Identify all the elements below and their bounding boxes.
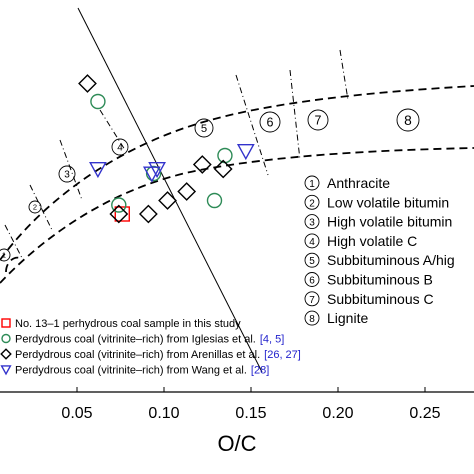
legend-entry: Perdydrous coal (vitrinite–rich) from Ig…: [15, 334, 284, 346]
rank-marker-circle: [58, 165, 76, 183]
rank-boundary-line: [235, 74, 269, 176]
data-point-diamond: [213, 159, 233, 179]
data-point-circle: [206, 192, 223, 209]
legend-reference: [28]: [251, 365, 269, 377]
legend-marker-circle: [1, 333, 11, 344]
legend: No. 13–1 perhydrous coal sample in this …: [0, 318, 301, 377]
rank-marker-circle: [307, 109, 329, 131]
rank-boundary-line: [99, 109, 126, 151]
data-point-triangle-down: [236, 143, 255, 161]
data-point-triangle-down: [89, 161, 107, 179]
rank-list-label: Subbituminous C: [327, 291, 434, 307]
rank-marker-circle: [259, 111, 281, 133]
rank-list-number: 5: [309, 256, 315, 267]
rank-list-number: 3: [309, 218, 315, 229]
rank-marker-number: 7: [315, 114, 322, 128]
data-point-diamond: [158, 191, 177, 210]
legend-marker-diamond: [0, 348, 12, 360]
x-axis: 0.05 0.10 0.15 0.20 0.25: [0, 387, 474, 422]
rank-marker-number: 8: [404, 113, 412, 128]
rank-list-circle: [304, 252, 320, 268]
rank-list-label: Subbituminous A/hig: [327, 252, 455, 268]
boundary-curve: [0, 85, 474, 261]
rank-list-number: 4: [309, 237, 315, 248]
rank-marker-number: 6: [267, 116, 274, 130]
rank-list-circle: [304, 310, 320, 326]
rank-list-number: 7: [309, 295, 315, 306]
legend-marker-square: [1, 318, 11, 328]
rank-marker-number: 4: [117, 143, 123, 154]
rank-list-circle: [304, 272, 320, 287]
rank-list-label: Lignite: [327, 310, 368, 326]
x-tick-label: 0.20: [322, 405, 353, 422]
rank-list-circle: [304, 175, 320, 191]
rank-boundary-line: [4, 224, 23, 259]
data-point-diamond: [78, 74, 97, 93]
rank-markers: 1 2 3 4 5 6 7 8: [0, 108, 420, 262]
rank-list-circle: [304, 233, 320, 249]
rank-list-number: 6: [309, 276, 315, 287]
x-tick-label: 0.10: [148, 405, 179, 422]
rank-list-circle: [304, 291, 320, 307]
rank-marker-number: 3: [64, 170, 70, 181]
legend-entry: No. 13–1 perhydrous coal sample in this …: [15, 318, 241, 330]
data-point-circle: [217, 147, 233, 164]
rank-list-circle: [304, 194, 320, 210]
rank-boundary-line: [59, 139, 83, 201]
rank-list-label: Subbituminous B: [327, 272, 433, 288]
data-point-diamond: [109, 204, 129, 224]
rank-boundary-line: [289, 69, 301, 161]
rank-boundary-line: [339, 49, 349, 101]
rank-marker-circle: [111, 138, 129, 156]
data-point-circle: [111, 197, 127, 213]
data-point-triangle-down: [148, 161, 166, 179]
rank-list-label: Low volatile bitumin: [327, 194, 449, 210]
rank-list: 1 Anthracite 2 Low volatile bitumin 3 High vo…: [304, 175, 455, 326]
rank-marker-circle: [28, 200, 42, 214]
rank-marker-circle: [396, 108, 420, 132]
data-point-square: [114, 206, 130, 222]
data-point-circle: [90, 93, 106, 110]
rank-marker-number: 5: [201, 123, 207, 135]
data-points: [78, 74, 255, 224]
x-tick-label: 0.25: [409, 405, 440, 422]
rank-list-label: Anthracite: [327, 175, 390, 191]
rank-list-label: High volatile bitumin: [327, 214, 452, 230]
legend-entry: Perdydrous coal (vitrinite–rich) from Ar…: [15, 349, 301, 361]
x-tick-label: 0.05: [61, 405, 92, 422]
rank-marker-number: 2: [33, 203, 37, 212]
rank-list-number: 8: [309, 314, 315, 325]
rank-marker-circle: [0, 248, 11, 262]
rank-list-label: High volatile C: [327, 233, 417, 249]
boundary-curve: [5, 256, 21, 273]
diagonal-line: [77, 7, 263, 373]
rank-marker-number: 1: [2, 251, 6, 260]
legend-reference: [26, 27]: [264, 349, 301, 361]
rank-list-number: 2: [309, 198, 315, 209]
legend-reference: [4, 5]: [260, 334, 284, 346]
data-point-diamond: [192, 155, 212, 174]
legend-entry: Perdydrous coal (vitrinite–rich) from Wa…: [15, 365, 269, 377]
rank-boundaries: [0, 7, 474, 373]
x-axis-label: O/C: [217, 431, 256, 456]
data-point-diamond: [177, 182, 197, 201]
data-point-diamond: [138, 204, 158, 224]
legend-marker-triangle-down: [0, 365, 12, 376]
boundary-curve: [0, 147, 474, 284]
rank-boundary-line: [29, 184, 53, 231]
rank-marker-circle: [194, 118, 214, 138]
rank-list-circle: [304, 214, 320, 230]
x-tick-label: 0.15: [235, 405, 266, 422]
rank-list-number: 1: [309, 179, 315, 190]
